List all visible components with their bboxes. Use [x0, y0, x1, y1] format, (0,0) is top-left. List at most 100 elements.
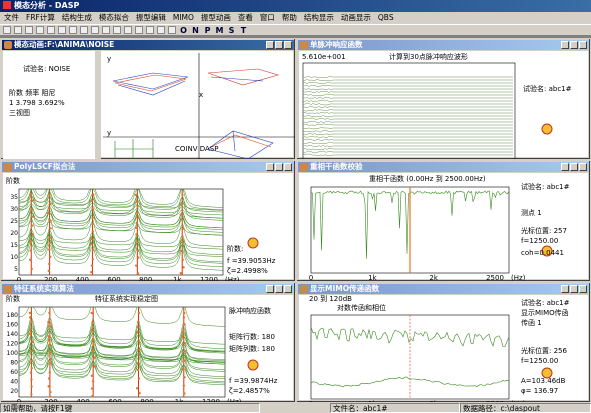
plot-curve	[302, 90, 513, 94]
stable-pole	[135, 226, 138, 229]
window-button[interactable]	[275, 41, 283, 49]
stable-pole	[30, 385, 33, 388]
toolbar-button[interactable]	[157, 26, 165, 34]
toolbar-button[interactable]	[14, 26, 22, 34]
plot-curve	[302, 93, 513, 97]
stable-pole	[182, 384, 186, 387]
window-button[interactable]	[266, 41, 274, 49]
plot-curve	[302, 120, 513, 124]
plot-curve	[18, 357, 226, 386]
stable-pole	[183, 342, 187, 345]
toolbar-button[interactable]	[146, 26, 154, 34]
menu-item[interactable]: FRF计算	[26, 13, 55, 22]
info-text: A=103.46dB	[521, 377, 566, 385]
toolbar-button[interactable]	[135, 26, 143, 34]
menu-item[interactable]: 结构生成	[61, 13, 92, 22]
window-title: 特征系统实现算法	[2, 284, 294, 294]
stable-pole	[136, 325, 139, 328]
stable-pole	[91, 222, 94, 226]
stable-pole	[49, 357, 53, 361]
plot-canvas: 0 200 400 600 800 1k 1200 (Hz) 180 160 140 120 100 80…	[6, 295, 278, 402]
y-tick-label: 20	[10, 388, 18, 395]
toolbar-letter[interactable]: S	[228, 25, 235, 35]
stable-pole	[180, 249, 183, 253]
toolbar-button[interactable]	[113, 26, 121, 34]
window-button[interactable]	[579, 163, 587, 171]
toolbar-button[interactable]	[168, 26, 176, 34]
logo-icon	[541, 123, 553, 135]
toolbar-button[interactable]	[124, 26, 132, 34]
info-text: 光标位置: 256	[521, 346, 567, 355]
toolbar-letter[interactable]: M	[215, 25, 224, 35]
toolbar-button[interactable]	[58, 26, 66, 34]
window-icon	[300, 285, 308, 293]
toolbar-button[interactable]	[69, 26, 77, 34]
toolbar-button[interactable]	[102, 26, 110, 34]
menu-item[interactable]: 查看	[237, 13, 253, 22]
toolbar-button[interactable]	[25, 26, 33, 34]
toolbar-letter[interactable]: N	[192, 25, 199, 35]
window-button[interactable]	[570, 163, 578, 171]
menu-item[interactable]: 窗口	[259, 13, 275, 22]
plot-frame	[18, 188, 224, 276]
menu-item[interactable]: 文件	[4, 13, 19, 22]
plot-curve	[18, 209, 224, 236]
info-text: 试验名: abc1#	[521, 298, 570, 307]
window-button[interactable]	[275, 285, 283, 293]
app-title: 模态分析 - DASP	[14, 1, 80, 10]
window-button[interactable]	[284, 41, 292, 49]
stable-pole	[92, 193, 95, 197]
toolbar-button[interactable]	[80, 26, 88, 34]
window-button[interactable]	[579, 285, 587, 293]
stable-pole	[134, 264, 138, 267]
menu-item[interactable]: 模态拟合	[98, 13, 129, 22]
window-button[interactable]	[275, 163, 283, 171]
stable-pole	[136, 205, 139, 208]
x-tick-label: 0	[309, 274, 313, 281]
mdi-window: 重相干函数校验 0 1k 2k 2500 (Hz) 重相干函数 (0.00Hz 到 2500…	[296, 160, 591, 282]
toolbar-button[interactable]	[3, 26, 11, 34]
stable-pole	[91, 216, 94, 220]
window-button[interactable]	[561, 285, 569, 293]
stable-pole	[30, 267, 33, 271]
plot-curve	[18, 190, 224, 213]
window-icon	[4, 163, 12, 171]
menu-item[interactable]: 帮助	[281, 13, 297, 22]
toolbar-letter[interactable]: O	[180, 25, 187, 35]
window-button[interactable]	[266, 285, 274, 293]
toolbar-letter[interactable]: P	[204, 25, 211, 35]
stable-pole	[49, 219, 52, 222]
app-icon	[3, 1, 11, 9]
toolbar-button[interactable]	[91, 26, 99, 34]
window-button[interactable]	[570, 41, 578, 49]
window-button[interactable]	[284, 163, 292, 171]
window-button[interactable]	[579, 41, 587, 49]
toolbar-button[interactable]	[47, 26, 55, 34]
toolbar-letter[interactable]: T	[240, 25, 247, 35]
stable-pole	[181, 331, 185, 334]
side-panel	[3, 51, 95, 159]
menu-item[interactable]: 动画显示	[340, 13, 371, 22]
plot-curve	[302, 78, 513, 82]
y-tick-label: 180	[7, 312, 19, 319]
window-button[interactable]	[284, 285, 292, 293]
window-button[interactable]	[570, 285, 578, 293]
plot-curve	[18, 232, 224, 264]
toolbar-button[interactable]	[36, 26, 44, 34]
menu-item[interactable]: 振型编辑	[135, 13, 166, 22]
menu-item[interactable]: MIMO	[172, 13, 194, 22]
window-button[interactable]	[266, 163, 274, 171]
window-title: 模态动画:F:\ANIMA\NOISE	[2, 40, 294, 50]
window-button[interactable]	[561, 163, 569, 171]
menu-item[interactable]: QBS	[377, 13, 394, 22]
info-text: 特征系统实现稳定图	[95, 295, 158, 303]
plot-curve	[18, 192, 224, 221]
plot-curve	[18, 322, 226, 354]
stable-pole	[180, 218, 183, 221]
menu-item[interactable]: 结构显示	[303, 13, 334, 22]
menu-item[interactable]: 振型动画	[200, 13, 231, 22]
y-tick-label: 20	[10, 230, 18, 237]
window-button[interactable]	[561, 41, 569, 49]
stable-pole	[48, 395, 52, 398]
plot-curve	[18, 345, 226, 378]
